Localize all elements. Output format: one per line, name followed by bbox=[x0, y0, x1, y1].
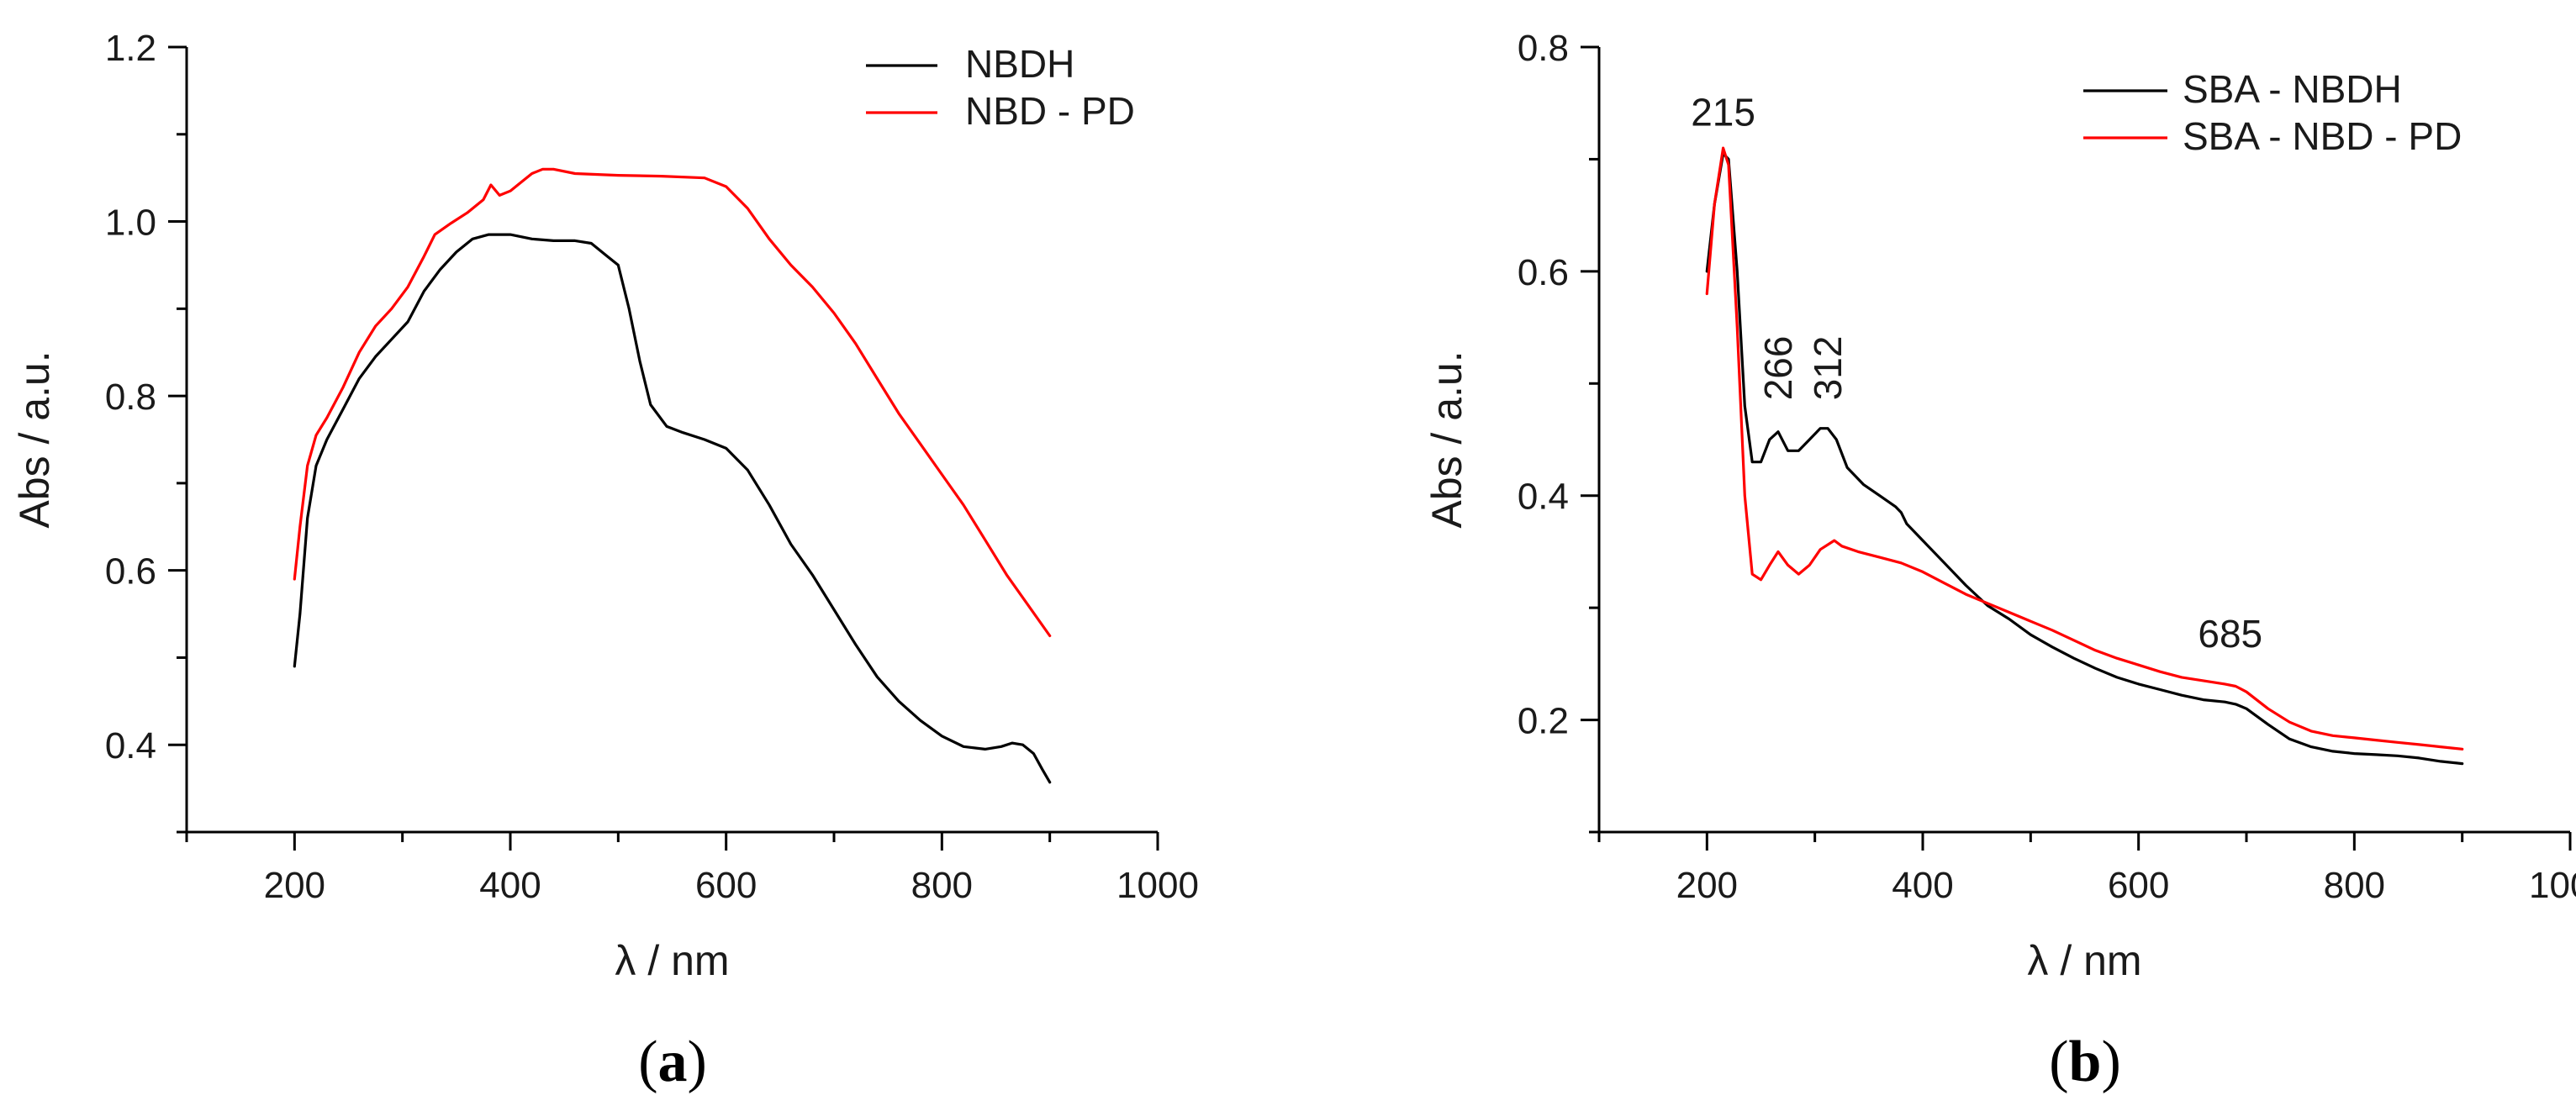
panel-label-letter: a bbox=[658, 1030, 688, 1094]
legend-entry: SBA - NBDH bbox=[2183, 67, 2402, 111]
series-line-sba-nbdh bbox=[1705, 152, 2464, 766]
y-tick-label: 0.8 bbox=[105, 377, 156, 418]
x-tick-label: 600 bbox=[695, 865, 757, 906]
panel-label-open: ( bbox=[2049, 1030, 2068, 1094]
x-tick-label: 1000 bbox=[1116, 865, 1199, 906]
y-tick-label: 0.2 bbox=[1518, 701, 1569, 742]
series-line-nbd-pd bbox=[293, 167, 1052, 638]
peak-annotation: 312 bbox=[1806, 336, 1850, 401]
y-tick-label: 1.0 bbox=[105, 203, 156, 244]
x-tick-label: 400 bbox=[1892, 865, 1953, 906]
y-tick-label: 0.6 bbox=[105, 551, 156, 593]
y-axis-label: Abs / a.u. bbox=[1423, 350, 1470, 528]
y-tick-label: 1.2 bbox=[105, 28, 156, 69]
x-tick-label: 600 bbox=[2108, 865, 2169, 906]
panel-label-open: ( bbox=[638, 1030, 657, 1094]
panel-label-close: ) bbox=[2101, 1030, 2120, 1094]
legend-entry: SBA - NBD - PD bbox=[2183, 114, 2462, 158]
series-line-sba-nbd-pd bbox=[1705, 146, 2464, 751]
y-tick-label: 0.8 bbox=[1518, 28, 1569, 69]
legend-entry: NBDH bbox=[965, 42, 1074, 86]
x-tick-label: 200 bbox=[264, 865, 325, 906]
legend-entry: NBD - PD bbox=[965, 89, 1135, 133]
y-tick-label: 0.4 bbox=[105, 725, 156, 766]
x-tick-label: 1000 bbox=[2529, 865, 2576, 906]
x-axis-label: λ / nm bbox=[615, 937, 729, 984]
x-axis-label: λ / nm bbox=[2027, 937, 2141, 984]
panel-label: (a) bbox=[638, 1030, 707, 1094]
peak-annotation: 215 bbox=[1691, 90, 1755, 134]
y-axis-label: Abs / a.u. bbox=[11, 350, 58, 528]
x-tick-label: 200 bbox=[1676, 865, 1738, 906]
chart-panel-b: 200 400 600 800 1000 0.2 0.4 0.6 0.8 λ / nm Abs / … bbox=[1423, 28, 2576, 1094]
x-tick-label: 800 bbox=[911, 865, 973, 906]
x-tick-label: 400 bbox=[479, 865, 541, 906]
peak-annotation: 266 bbox=[1756, 336, 1800, 401]
panel-label-close: ) bbox=[688, 1030, 707, 1094]
series-line-nbdh bbox=[293, 233, 1052, 784]
x-tick-label: 800 bbox=[2324, 865, 2385, 906]
panel-label-letter: b bbox=[2069, 1030, 2102, 1094]
chart-panel-a: 200 400 600 800 1000 0.4 0.6 0.8 1.0 1.2 λ / nm Abs… bbox=[11, 28, 1199, 1094]
panel-label: (b) bbox=[2049, 1030, 2121, 1094]
y-tick-label: 0.6 bbox=[1518, 252, 1569, 293]
peak-annotation: 685 bbox=[2198, 612, 2262, 656]
y-tick-label: 0.4 bbox=[1518, 477, 1569, 518]
